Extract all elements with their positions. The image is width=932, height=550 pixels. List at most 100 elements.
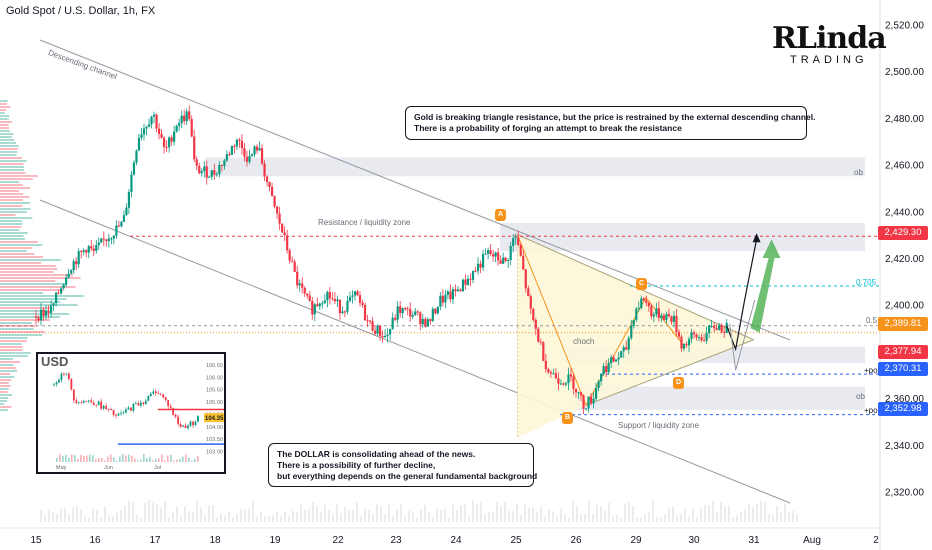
candle-body (348, 296, 352, 301)
volume-bar (544, 516, 546, 522)
volume-bar (572, 500, 574, 522)
candle-body (77, 251, 80, 265)
volume-bar (120, 510, 122, 522)
volume-bar (492, 511, 494, 522)
candle-body (137, 137, 141, 151)
candle-body (597, 381, 600, 388)
inset-candle-body (152, 391, 155, 394)
gold-callout-line2: There is a probability of forging an att… (414, 123, 682, 133)
volume-bar (248, 508, 250, 522)
candle-body (338, 299, 342, 314)
volume-bar (712, 500, 714, 522)
candle-body (125, 207, 128, 216)
inset-volume-bar (140, 459, 142, 462)
volume-bar (124, 505, 126, 522)
x-tick-label: Aug (803, 535, 821, 546)
volume-profile-bar (0, 109, 7, 111)
candle-body (627, 338, 630, 350)
inset-candle-body (107, 408, 110, 410)
volume-profile-bar (0, 385, 11, 387)
inset-candle-body (182, 425, 184, 427)
candle-body (672, 315, 676, 322)
y-tick-label: 2,420.00 (885, 254, 924, 265)
volume-bar (220, 513, 222, 522)
candle-body (115, 225, 118, 236)
volume-bar (632, 506, 634, 522)
candle-body (564, 383, 568, 385)
volume-bar (760, 500, 762, 522)
inset-candle-body (162, 394, 165, 398)
candle-body (225, 154, 228, 161)
inset-candle-body (58, 379, 60, 383)
inset-volume-bar (134, 458, 136, 462)
candle-body (70, 270, 73, 274)
volume-bar (128, 500, 130, 522)
volume-bar (644, 514, 646, 522)
candle-body (62, 284, 65, 289)
candle-body (411, 315, 414, 317)
volume-profile-bar (0, 133, 14, 135)
candle-body (67, 273, 70, 278)
volume-bar (456, 510, 458, 522)
candle-body (527, 288, 530, 297)
candle-body (240, 140, 244, 149)
volume-bar (148, 500, 150, 522)
volume-profile-bar (0, 238, 26, 240)
inset-candle-body (130, 407, 132, 411)
candle-body (218, 164, 221, 174)
candle-body (130, 174, 133, 192)
volume-bar (284, 512, 286, 522)
inset-x-tick: Jun (104, 465, 113, 471)
volume-bar (648, 512, 650, 522)
volume-bar (532, 507, 534, 522)
candle-body (524, 269, 527, 289)
volume-profile-bar (0, 298, 67, 300)
volume-profile-bar (0, 313, 70, 315)
volume-bar (556, 516, 558, 522)
volume-bar (436, 509, 438, 522)
candle-body (577, 392, 580, 394)
volume-bar (340, 513, 342, 522)
candle-body (291, 260, 294, 262)
volume-bar (204, 515, 206, 522)
candle-body (255, 146, 259, 151)
volume-bar (796, 513, 798, 522)
candle-body (386, 334, 389, 336)
volume-bar (756, 504, 758, 522)
volume-bar (724, 506, 726, 522)
volume-bar (400, 504, 402, 522)
candle-body (311, 301, 314, 315)
volume-profile-bar (0, 271, 54, 273)
candle-body (288, 250, 291, 261)
volume-bar (600, 506, 602, 522)
volume-bar (176, 506, 178, 522)
inset-candle-body (120, 412, 122, 414)
y-tick-label: 2,460.00 (885, 161, 924, 172)
volume-bar (136, 514, 138, 522)
candle-body (178, 123, 181, 126)
inset-x-tick: Jul (154, 465, 161, 471)
inset-candle-body (187, 425, 189, 429)
volume-bar (116, 512, 118, 522)
volume-profile-bar (0, 211, 27, 213)
candle-body (316, 304, 319, 307)
volume-bar (280, 515, 282, 522)
volume-bar (132, 502, 134, 522)
dollar-callout-line1: The DOLLAR is consolidating ahead of the… (277, 449, 476, 459)
candle-body (504, 257, 507, 261)
volume-bar (688, 516, 690, 522)
volume-profile-bar (0, 346, 23, 348)
fib-05-label: 0.5 (866, 316, 878, 325)
inset-volume-bar (89, 454, 91, 462)
inset-candle-body (97, 401, 100, 406)
candle-body (208, 176, 211, 178)
candle-body (265, 176, 269, 183)
candle-body (170, 137, 173, 142)
inset-candle-body (72, 389, 75, 401)
inset-candle-body (144, 400, 147, 404)
inset-candle-body (184, 425, 187, 429)
volume-profile-bar (0, 301, 61, 303)
candle-body (675, 315, 678, 332)
volume-bar (740, 512, 742, 522)
volume-bar (108, 516, 110, 522)
